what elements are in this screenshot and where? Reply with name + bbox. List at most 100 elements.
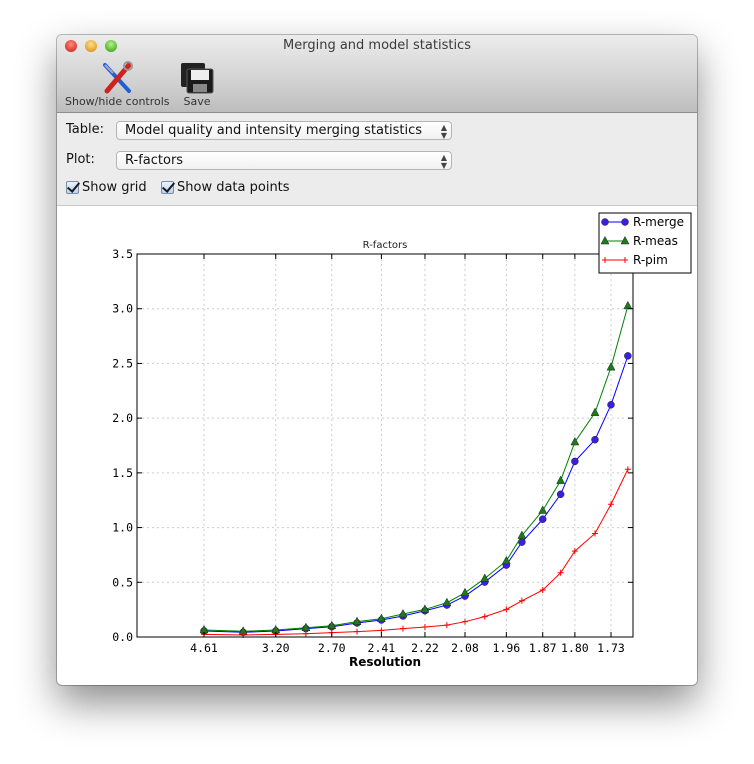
- r-meas-data-point: [606, 362, 616, 371]
- minimize-window-button[interactable]: [85, 40, 97, 52]
- r-pim-data-point: [591, 530, 598, 537]
- table-label: Table:: [66, 122, 104, 137]
- show-data-points-label: Show data points: [177, 180, 290, 195]
- r-meas-legend-marker: [620, 235, 630, 245]
- r-merge-data-point: [607, 401, 615, 409]
- r-pim-data-point: [539, 587, 546, 594]
- r-pim-data-point: [302, 630, 309, 637]
- table-select-value: Model quality and intensity merging stat…: [125, 123, 423, 138]
- r-meas-data-point: [538, 505, 548, 514]
- table-select[interactable]: Model quality and intensity merging stat…: [116, 121, 452, 140]
- r-meas-data-point: [501, 555, 511, 565]
- plot-select[interactable]: R-factors ▲ ▼: [116, 151, 452, 170]
- r-meas-data-point: [420, 604, 430, 613]
- controls-panel: Table: Model quality and intensity mergi…: [57, 113, 697, 206]
- r-pim-data-point: [399, 625, 406, 632]
- x-tick-label: 1.96: [492, 641, 520, 655]
- close-window-button[interactable]: [65, 40, 77, 52]
- r-pim-data-point: [503, 606, 510, 613]
- show-hide-controls-button[interactable]: Show/hide controls: [65, 61, 170, 108]
- plot-frame: [136, 253, 634, 638]
- show-grid-checkbox[interactable]: Show grid: [66, 180, 147, 195]
- legend-box: [598, 212, 692, 274]
- r-meas-data-point: [398, 608, 408, 618]
- r-meas-line: [203, 305, 629, 632]
- x-tick-label: 1.87: [529, 641, 557, 655]
- r-merge-legend-label: R-merge: [633, 215, 684, 229]
- up-down-arrows-icon: ▲ ▼: [440, 123, 447, 140]
- y-tick-label: 2.5: [112, 356, 133, 370]
- window-title: Merging and model statistics: [283, 38, 471, 53]
- x-axis-label: Resolution: [349, 655, 421, 669]
- r-pim-data-point: [624, 466, 631, 473]
- up-down-arrows-icon: ▲ ▼: [440, 153, 447, 170]
- x-tick-label: 4.61: [190, 641, 218, 655]
- r-meas-data-point: [376, 613, 386, 622]
- r-pim-data-point: [421, 624, 428, 631]
- show-data-points-checkbox[interactable]: Show data points: [161, 180, 290, 195]
- checkbox-checked-icon: [66, 181, 79, 194]
- r-pim-data-point: [481, 613, 488, 620]
- r-merge-line: [203, 355, 629, 633]
- r-meas-data-point: [442, 597, 452, 606]
- tools-icon: [103, 61, 134, 94]
- plot-select-value: R-factors: [125, 153, 184, 168]
- r-meas-legend-label: R-meas: [633, 234, 678, 248]
- r-meas-data-point: [352, 616, 362, 625]
- r-meas-data-point: [480, 573, 490, 582]
- r-pim-data-point: [571, 548, 578, 555]
- y-tick-label: 3.0: [112, 302, 133, 316]
- r-pim-legend-marker: [622, 257, 628, 263]
- r-pim-data-point: [354, 628, 361, 635]
- r-merge-data-point: [571, 457, 579, 466]
- r-pim-data-point: [443, 622, 450, 629]
- r-factors-chart: R-factors 0.0 0.5 1.0 1.5 2.0 2.5 3.0 3.5 4.61 3.…: [112, 212, 692, 669]
- y-tick-label: 2.0: [112, 411, 133, 425]
- r-pim-series: [201, 466, 631, 639]
- checkbox-checked-icon: [161, 181, 174, 194]
- r-pim-legend-label: R-pim: [633, 253, 668, 267]
- x-tick-label: 2.22: [411, 641, 439, 655]
- app-window: Merging and model statistics Show/hide c…: [57, 35, 697, 685]
- r-meas-data-point: [327, 620, 337, 629]
- title-bar: Merging and model statistics Show/hide c…: [57, 35, 697, 113]
- r-meas-data-point: [590, 407, 600, 416]
- save-button[interactable]: Save: [179, 61, 215, 108]
- chart-title: R-factors: [363, 240, 408, 251]
- r-merge-data-point: [538, 515, 547, 524]
- y-tick-label: 0.0: [112, 630, 133, 644]
- r-merge-data-point: [624, 352, 632, 360]
- r-merge-data-point: [556, 490, 565, 499]
- x-tick-label: 3.20: [262, 641, 290, 655]
- save-label: Save: [183, 95, 211, 108]
- r-pim-data-point: [461, 618, 468, 625]
- r-meas-data-point: [623, 300, 633, 310]
- r-pim-data-point: [608, 501, 614, 508]
- show-hide-controls-label: Show/hide controls: [65, 95, 170, 108]
- x-tick-label: 1.73: [597, 641, 625, 655]
- r-merge-series: [200, 352, 632, 637]
- floppy-disk-icon: [181, 63, 214, 94]
- r-meas-data-point: [570, 436, 580, 446]
- x-tick-label: 2.70: [318, 641, 346, 655]
- r-meas-data-point: [556, 475, 566, 484]
- x-tick-label: 2.08: [451, 641, 479, 655]
- r-meas-series: [199, 300, 633, 635]
- r-meas-legend-marker: [600, 235, 610, 245]
- x-tick-label: 2.41: [368, 641, 396, 655]
- r-merge-legend-marker: [621, 218, 629, 226]
- show-grid-label: Show grid: [82, 180, 147, 195]
- r-meas-data-point: [301, 622, 311, 631]
- x-tick-label: 1.80: [561, 641, 589, 655]
- zoom-window-button[interactable]: [105, 40, 117, 52]
- y-tick-label: 3.5: [112, 247, 133, 261]
- r-merge-legend-marker: [601, 218, 609, 226]
- r-meas-data-point: [460, 587, 470, 597]
- r-pim-data-point: [518, 597, 525, 604]
- legend: R-merge R-meas R-pim: [598, 212, 692, 274]
- r-merge-data-point: [591, 435, 599, 444]
- y-tick-label: 0.5: [112, 575, 133, 589]
- y-tick-label: 1.5: [112, 466, 133, 480]
- r-pim-legend-marker: [602, 257, 608, 263]
- y-tick-label: 1.0: [112, 521, 133, 535]
